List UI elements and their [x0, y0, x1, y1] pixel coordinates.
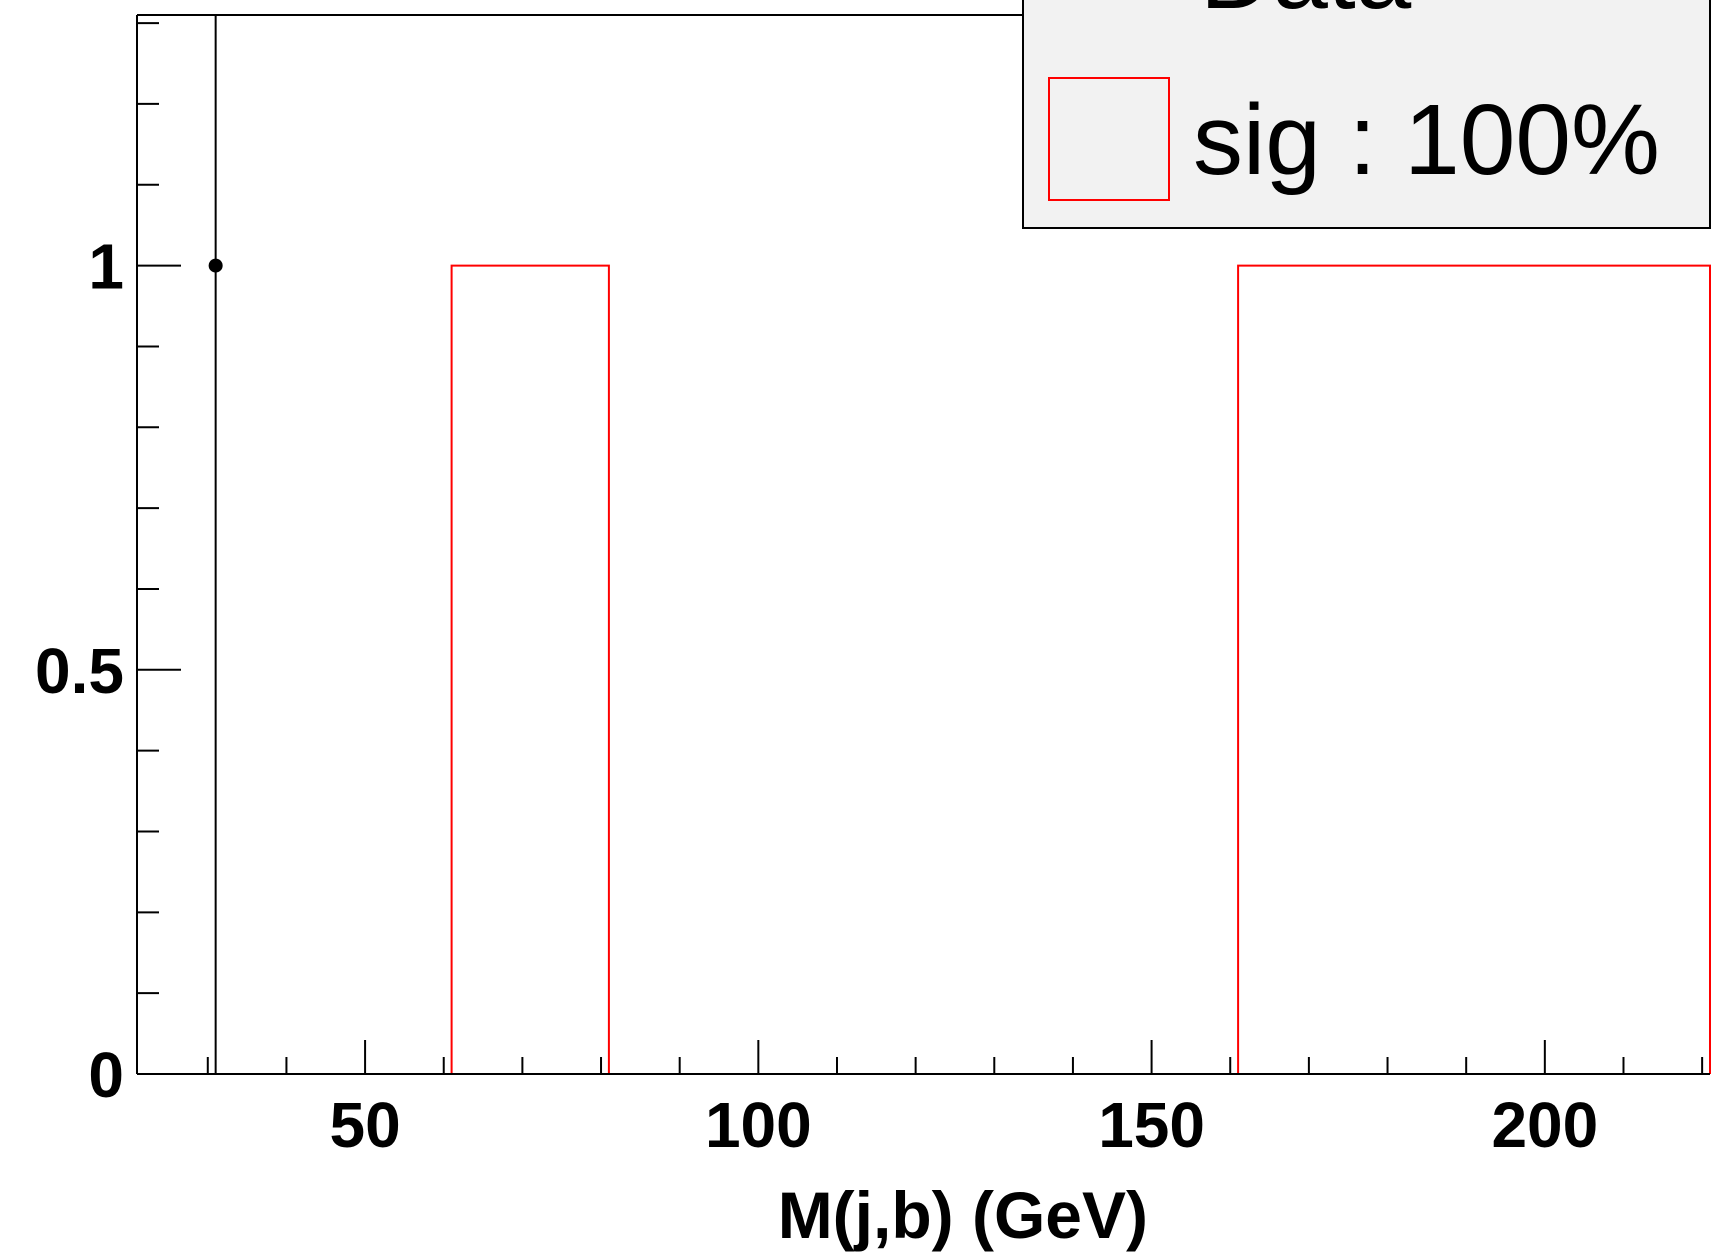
x-axis: 50 100 150 200 — [137, 1040, 1710, 1161]
legend-entry-data: Data — [1200, 0, 1412, 30]
y-tick-label: 0.5 — [35, 635, 124, 707]
y-tick-label: 1 — [88, 231, 124, 303]
signal-histogram — [137, 264, 1711, 1075]
histogram-bin-2 — [1237, 264, 1711, 1074]
data-point-1 — [208, 258, 223, 273]
histogram-bin-1 — [450, 264, 610, 1074]
x-tick-label: 200 — [1491, 1089, 1598, 1161]
y-tick-label: 0 — [88, 1039, 124, 1111]
x-tick-label: 100 — [705, 1089, 812, 1161]
y-axis: 00.51 — [35, 22, 181, 1111]
data-points — [208, 15, 223, 1074]
x-tick-label: 50 — [329, 1089, 400, 1161]
legend: Data sig : 100% — [1022, 0, 1711, 229]
legend-swatch-signal — [1048, 77, 1170, 201]
x-tick-label: 150 — [1098, 1089, 1205, 1161]
legend-box — [1022, 0, 1711, 229]
x-axis-title: M(j,b) (GeV) — [778, 1178, 1148, 1252]
legend-entry-signal: sig : 100% — [1193, 84, 1660, 196]
